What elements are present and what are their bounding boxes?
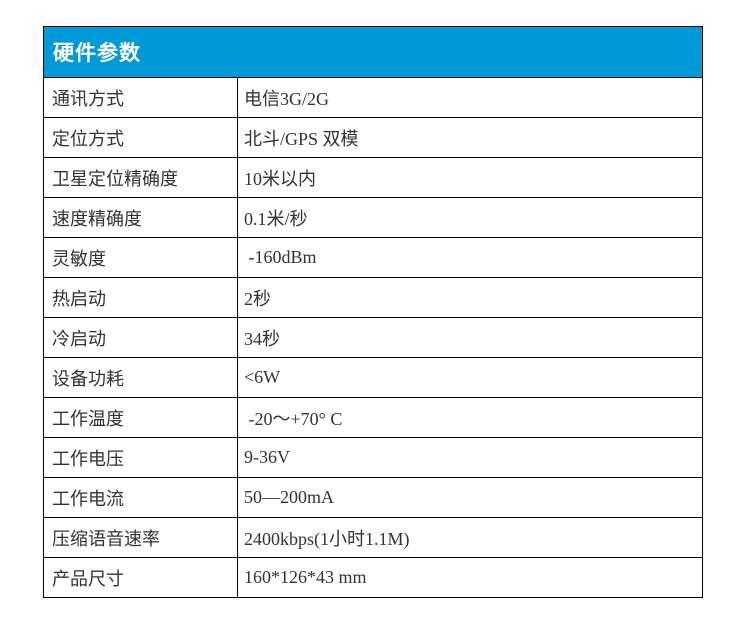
spec-value: 2秒 [244,288,271,309]
table-row: 工作电压 9-36V [44,437,702,477]
spec-label: 工作温度 [44,398,238,437]
spec-label: 工作电压 [44,438,238,477]
spec-value: 160*126*43 mm [244,567,367,587]
spec-label: 压缩语音速率 [44,518,238,557]
table-row: 工作温度 -20～+70° C [44,397,702,437]
table-row: 灵敏度 -160dBm [44,237,702,277]
spec-label: 热启动 [44,278,238,317]
table-row: 压缩语音速率 2400kbps(1小时1.1M) [44,517,702,557]
spec-label: 工作电流 [44,478,238,517]
spec-label: 设备功耗 [44,358,238,397]
table-row: 热启动 2秒 [44,277,702,317]
spec-value: -160dBm [244,247,317,267]
table-row: 通讯方式 电信3G/2G [44,77,702,117]
spec-label: 定位方式 [44,118,238,157]
table-row: 冷启动 34秒 [44,317,702,357]
spec-value: 2400kbps(1小时1.1M) [244,528,410,549]
spec-value: 10米以内 [244,168,316,189]
spec-label: 卫星定位精确度 [44,158,238,197]
hardware-spec-table: 硬件参数 通讯方式 电信3G/2G 定位方式 北斗/GPS 双模 卫星定位精确度… [43,26,703,598]
spec-value: 50—200mA [244,487,334,507]
spec-value: 34秒 [244,328,280,349]
table-title: 硬件参数 [53,42,141,65]
table-row: 设备功耗 <6W [44,357,702,397]
table-row: 卫星定位精确度 10米以内 [44,157,702,197]
table-header: 硬件参数 [44,27,702,77]
spec-value: 北斗/GPS 双模 [244,128,359,149]
table-row: 产品尺寸 160*126*43 mm [44,557,702,597]
spec-label: 速度精确度 [44,198,238,237]
spec-value: <6W [244,367,281,387]
spec-value: 电信3G/2G [244,88,329,109]
table-row: 速度精确度 0.1米/秒 [44,197,702,237]
spec-value: -20～+70° C [244,408,343,429]
spec-label: 灵敏度 [44,238,238,277]
spec-value: 9-36V [244,447,290,467]
spec-label: 冷启动 [44,318,238,357]
spec-value: 0.1米/秒 [244,208,308,229]
table-row: 工作电流 50—200mA [44,477,702,517]
spec-label: 通讯方式 [44,78,238,117]
table-row: 定位方式 北斗/GPS 双模 [44,117,702,157]
spec-label: 产品尺寸 [44,558,238,597]
